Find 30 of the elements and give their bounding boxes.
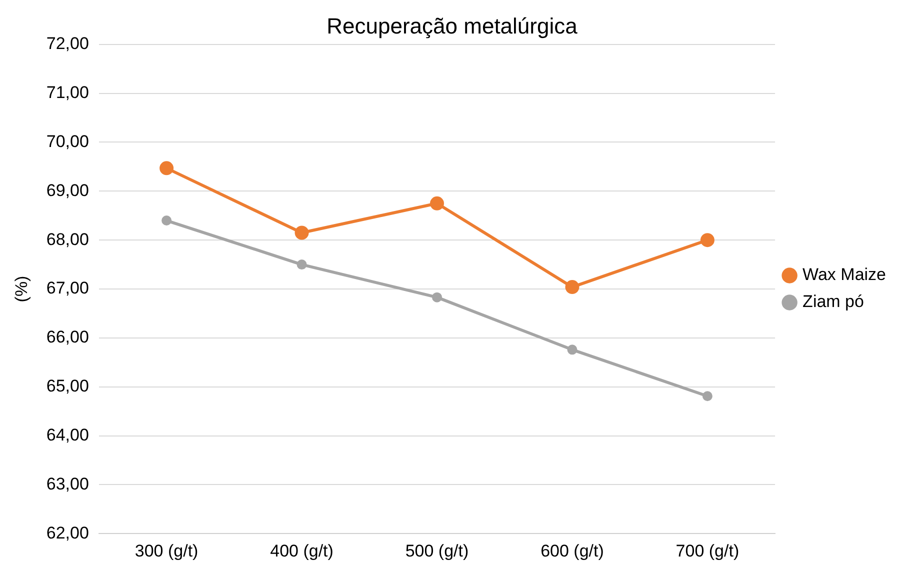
point xyxy=(294,226,309,240)
y-tick-label: 63,00 xyxy=(46,474,89,494)
point xyxy=(430,196,444,210)
legend-label: Ziam pó xyxy=(802,292,864,312)
point xyxy=(296,260,307,270)
point xyxy=(565,280,580,294)
point xyxy=(702,391,712,402)
x-tick-label: 300 (g/t) xyxy=(134,541,198,560)
y-tick-label: 62,00 xyxy=(46,523,89,542)
y-tick-label: 70,00 xyxy=(46,132,89,151)
y-tick-label: 67,00 xyxy=(46,278,89,298)
point xyxy=(700,233,714,248)
chart-title: Recuperação metalúrgica xyxy=(326,13,578,38)
y-tick-label: 72,00 xyxy=(46,34,89,54)
y-tick-label: 64,00 xyxy=(46,425,89,444)
y-tick-label: 69,00 xyxy=(46,180,89,200)
x-tick-label: 600 (g/t) xyxy=(540,541,604,560)
legend-label: Wax Maize xyxy=(802,265,886,284)
y-tick-label: 71,00 xyxy=(46,83,89,102)
point xyxy=(432,292,442,302)
point xyxy=(162,216,172,226)
point xyxy=(160,161,174,176)
x-tick-label: 400 (g/t) xyxy=(270,541,334,560)
x-tick-label: 500 (g/t) xyxy=(405,541,469,560)
y-tick-label: 65,00 xyxy=(46,376,89,396)
y-tick-label: 66,00 xyxy=(46,328,89,347)
y-axis-title: (%) xyxy=(12,276,31,302)
x-tick-label: 700 (g/t) xyxy=(676,541,740,560)
point xyxy=(567,344,578,355)
y-tick-label: 68,00 xyxy=(46,230,89,249)
